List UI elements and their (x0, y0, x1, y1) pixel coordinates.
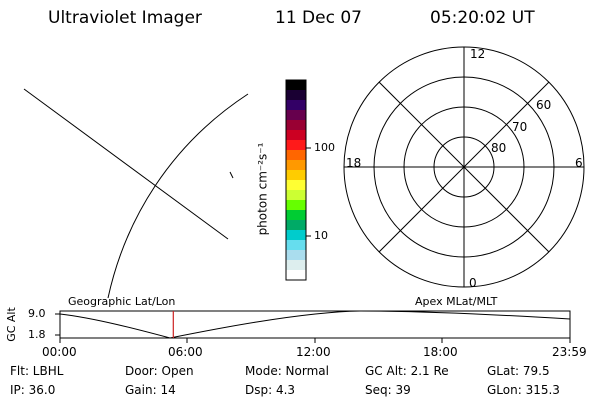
mlt-label-12: 12 (470, 47, 486, 61)
status-mode: Mode: Normal (245, 364, 329, 378)
colorbar-unit-label: photon cm⁻²s⁻¹ (255, 142, 270, 236)
mlat-label-70: 70 (512, 120, 528, 134)
instrument-title: Ultraviolet Imager (48, 8, 202, 28)
colorbar-swatch (286, 270, 306, 281)
geo-grid-mark (229, 171, 234, 179)
colorbar (286, 80, 306, 281)
time-label: 05:20:02 UT (430, 8, 535, 28)
status-door: Door: Open (125, 364, 194, 378)
strip-xtick-0000: 00:00 (42, 345, 77, 359)
colorbar-swatch (286, 170, 306, 181)
geo-grid-line (23, 88, 229, 240)
x-ticks (59, 338, 571, 343)
status-glat: GLat: 79.5 (487, 364, 550, 378)
colorbar-swatch (286, 250, 306, 261)
date-label: 11 Dec 07 (275, 8, 362, 28)
mlt-diagonal-b (378, 81, 550, 253)
status-gc-alt: GC Alt: 2.1 Re (365, 364, 449, 378)
mlt-label-18: 18 (346, 156, 362, 170)
altitude-curve (59, 310, 571, 339)
mlt-label-6: 6 (575, 156, 583, 170)
colorbar-swatch (286, 90, 306, 101)
mlat-label-60: 60 (536, 98, 552, 112)
colorbar-swatch (286, 210, 306, 221)
strip-ytick-9: 9.0 (28, 307, 46, 320)
colorbar-swatch (286, 240, 306, 251)
colorbar-tick-label-100: 100 (314, 141, 335, 154)
colorbar-frame (285, 79, 307, 281)
polar-grid (343, 46, 585, 288)
strip-left-title: Geographic Lat/Lon (68, 295, 176, 308)
colorbar-swatch (286, 190, 306, 201)
colorbar-swatch (286, 150, 306, 161)
status-ip: IP: 36.0 (10, 383, 56, 397)
colorbar-swatch (286, 120, 306, 131)
strip-xtick-1800: 18:00 (423, 345, 458, 359)
colorbar-swatch (286, 230, 306, 241)
colorbar-swatch (286, 140, 306, 151)
strip-xtick-0600: 06:00 (168, 345, 203, 359)
colorbar-swatch (286, 130, 306, 141)
strip-right-title: Apex MLat/MLT (415, 295, 498, 308)
mlat-label-80: 80 (491, 141, 507, 155)
colorbar-swatch (286, 80, 306, 91)
mlt-label-0: 0 (469, 276, 477, 290)
colorbar-tick-label-10: 10 (314, 229, 328, 242)
strip-ytick-1-8: 1.8 (28, 328, 46, 341)
colorbar-swatch (286, 180, 306, 191)
colorbar-swatch (286, 110, 306, 121)
geo-grid-arc (107, 93, 249, 299)
strip-xtick-1200: 12:00 (296, 345, 331, 359)
strip-xtick-2359: 23:59 (552, 345, 587, 359)
status-filter: Flt: LBHL (10, 364, 64, 378)
strip-ylabel: GC Alt (4, 307, 18, 342)
colorbar-swatch (286, 160, 306, 171)
status-glon: GLon: 315.3 (487, 383, 560, 397)
colorbar-swatch (286, 260, 306, 271)
status-seq: Seq: 39 (365, 383, 411, 397)
geographic-grid (23, 88, 249, 299)
colorbar-swatch (286, 200, 306, 211)
status-gain: Gain: 14 (125, 383, 176, 397)
status-dsp: Dsp: 4.3 (245, 383, 296, 397)
colorbar-swatch (286, 100, 306, 111)
colorbar-swatch (286, 220, 306, 231)
